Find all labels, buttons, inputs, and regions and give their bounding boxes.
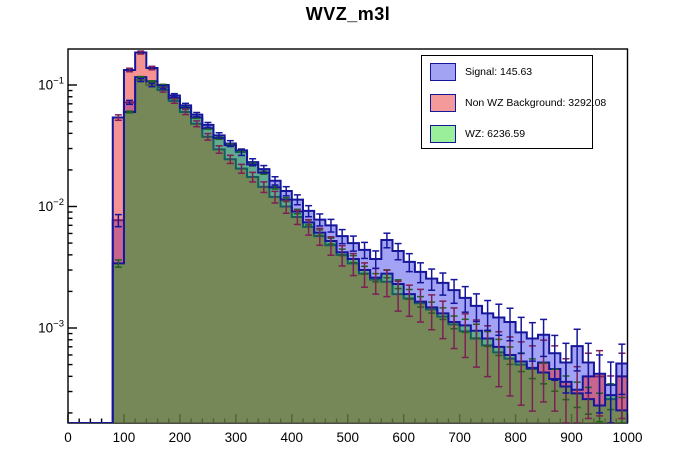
x-tick-label: 500 xyxy=(336,430,359,445)
x-tick-label: 0 xyxy=(64,430,72,445)
legend-item-signal: Signal: 145.63 xyxy=(422,56,592,87)
y-tick-label: 10−2 xyxy=(38,197,64,214)
x-tick-label: 300 xyxy=(225,430,248,445)
legend-item-nonwz: Non WZ Background: 3292.08 xyxy=(422,87,606,118)
y-axis xyxy=(68,84,77,414)
x-tick-label: 400 xyxy=(281,430,304,445)
legend-label-signal: Signal: 145.63 xyxy=(465,65,533,78)
x-tick-label: 100 xyxy=(113,430,136,445)
legend-swatch-signal xyxy=(430,62,456,81)
legend-box: Signal: 145.63 Non WZ Background: 3292.0… xyxy=(421,55,606,149)
x-tick-label: 700 xyxy=(448,430,471,445)
legend-label-nonwz: Non WZ Background: 3292.08 xyxy=(465,96,607,109)
y-tick-label: 10−3 xyxy=(38,319,64,336)
x-tick-label: 900 xyxy=(560,430,583,445)
x-tick-label: 1000 xyxy=(612,430,642,445)
axis-labels: 0 100 200 300 400 500 600 700 800 900 1000 10−1 10−2… xyxy=(38,76,642,446)
legend-label-wz: WZ: 6236.59 xyxy=(465,127,526,140)
chart-title: WVZ_m3l xyxy=(305,4,391,24)
y-tick-label: 10−1 xyxy=(38,76,64,93)
legend-item-wz: WZ: 6236.59 xyxy=(422,118,592,149)
error-bars xyxy=(114,50,626,423)
x-tick-label: 600 xyxy=(392,430,415,445)
x-tick-label: 200 xyxy=(169,430,192,445)
legend-swatch-nonwz xyxy=(430,93,456,112)
x-tick-label: 800 xyxy=(504,430,527,445)
legend-swatch-wz xyxy=(430,124,456,143)
